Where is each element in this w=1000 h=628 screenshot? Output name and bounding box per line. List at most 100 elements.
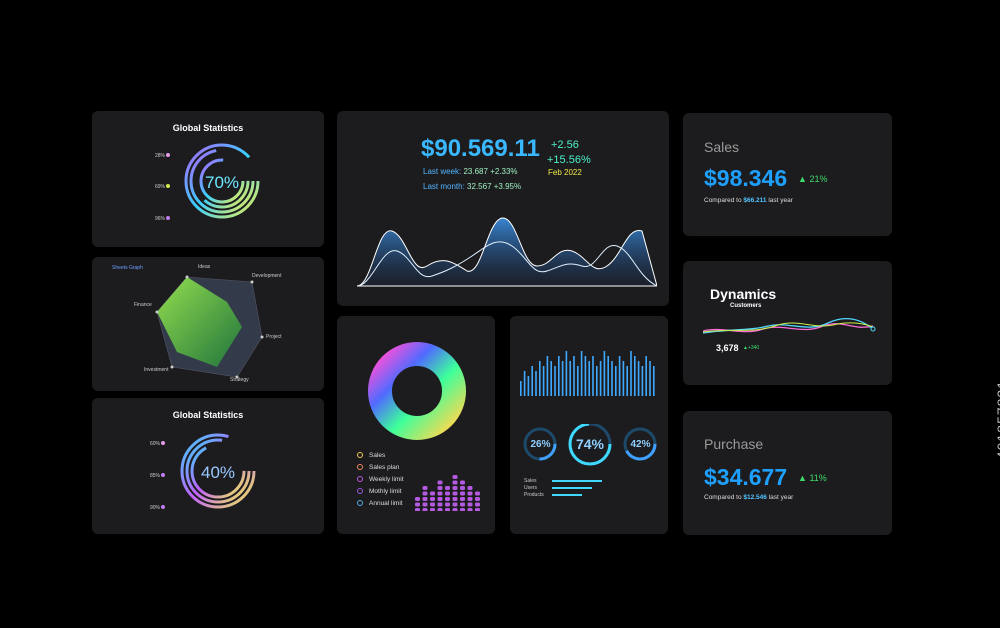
dot-cell — [430, 497, 435, 501]
bar — [622, 361, 625, 396]
dot-cell — [445, 491, 450, 496]
bar — [630, 351, 632, 396]
bar-chart — [520, 351, 655, 396]
last-month: Last month: 32.567 +3.95% — [423, 182, 522, 191]
axis-label: Ideas — [198, 264, 211, 270]
dot-cell — [415, 497, 420, 501]
up-arrow-icon: ▲ — [743, 345, 748, 351]
purchase-pct: ▲ 11% — [798, 473, 827, 483]
dot-cell — [467, 508, 473, 511]
dot-cell — [422, 491, 428, 496]
ring-charts — [523, 424, 657, 466]
bar — [569, 361, 571, 396]
bar-labels: Sales Users Products — [524, 478, 544, 498]
dynamics-line-chart — [703, 318, 876, 334]
legend-item: Weekly limit — [357, 473, 404, 485]
radar-title: Sheets Graph — [112, 265, 143, 271]
dot-cell — [475, 491, 480, 496]
bar — [584, 356, 587, 396]
ring-value: 74% — [575, 436, 605, 452]
bar — [649, 361, 651, 396]
ring-value: 26% — [530, 439, 551, 450]
bar — [618, 356, 621, 396]
global-stats-card-bottom: Global Statistics 60% 85% 90% 40% — [92, 398, 324, 534]
legend-item: Sales — [357, 449, 404, 461]
bar — [523, 371, 526, 396]
main-date: Feb 2022 — [548, 168, 582, 177]
dot-cell — [452, 497, 458, 501]
bar — [634, 356, 636, 396]
dot-cell — [460, 508, 465, 511]
dynamics-subtitle: Customers — [730, 303, 762, 309]
sales-card: Sales $98.346 ▲ 21% Compared to $66.211 … — [683, 113, 892, 236]
area-chart — [357, 217, 657, 287]
axis-label: Finance — [134, 302, 152, 308]
ring-label: 85% — [150, 473, 166, 479]
axis-label: Project — [266, 334, 282, 340]
dot-cell — [437, 486, 443, 490]
bar — [527, 376, 530, 396]
bar — [645, 356, 647, 396]
center-value: 70% — [204, 173, 240, 192]
bar — [520, 381, 522, 396]
sales-pct: ▲ 21% — [798, 174, 828, 184]
bar — [653, 366, 655, 396]
dot-cell — [422, 486, 428, 490]
global-stats-card-top: Global Statistics 28% 69% 96% 70% — [92, 111, 324, 247]
axis-label: Investment — [144, 367, 169, 373]
dot-cell — [452, 491, 458, 496]
main-amount: $90.569.11 — [421, 135, 540, 162]
dot-cell — [452, 475, 458, 479]
dot-cell — [475, 497, 480, 501]
dot-cell — [452, 480, 458, 485]
up-arrow-icon: ▲ — [798, 174, 807, 184]
dot-cell — [422, 502, 428, 507]
dot-cell — [437, 502, 443, 507]
bar — [592, 356, 594, 396]
dot-cell — [460, 480, 465, 485]
radial-progress-chart — [184, 143, 260, 219]
purchase-card: Purchase $34.677 ▲ 11% Compared to $12.5… — [683, 411, 892, 535]
dot-cell — [437, 491, 443, 496]
last-week: Last week: 23.687 +2.33% — [423, 167, 518, 176]
bar — [596, 366, 598, 396]
bar — [641, 366, 644, 396]
bars-card: 26% 74% 42% Sales Users Products — [510, 316, 668, 534]
dot-cell — [430, 491, 435, 496]
dot-cell — [467, 491, 473, 496]
dynamics-delta: ▲+340 — [743, 345, 760, 351]
bar — [565, 351, 568, 396]
dot-cell — [460, 497, 465, 501]
dot-cell — [452, 502, 458, 507]
dot-cell — [452, 508, 458, 511]
ring-value: 42% — [630, 439, 651, 450]
sales-value: $98.346 — [704, 165, 788, 191]
dot-column-chart — [415, 475, 480, 511]
dot-cell — [422, 497, 428, 501]
dot-cell — [445, 486, 450, 490]
card-title: Global Statistics — [172, 123, 244, 133]
main-change1: +2.56 — [551, 139, 579, 151]
progress-lines — [552, 480, 602, 496]
purchase-compare: Compared to $12.546 last year — [704, 494, 794, 501]
bar — [550, 361, 552, 396]
ring-label: 69% — [155, 184, 171, 190]
donut-chart — [368, 342, 466, 440]
dynamics-value: 3,678 — [716, 343, 739, 353]
dot-cell — [467, 497, 473, 501]
dot-cell — [475, 502, 480, 507]
dot-cell — [415, 502, 420, 507]
bar — [626, 366, 628, 396]
bar — [599, 361, 602, 396]
bar — [615, 366, 617, 396]
dot-cell — [437, 497, 443, 501]
dot-cell — [415, 508, 420, 511]
watermark-id: 491857831 — [994, 380, 1000, 460]
donut-card: Sales Sales plan Weekly limit Mothly lim… — [337, 316, 495, 534]
main-change2: +15.56% — [547, 154, 591, 166]
dot-cell — [460, 491, 465, 496]
bar — [531, 366, 533, 396]
dot-cell — [445, 502, 450, 507]
sales-title: Sales — [704, 139, 740, 155]
axis-label: Strategy — [230, 377, 249, 383]
